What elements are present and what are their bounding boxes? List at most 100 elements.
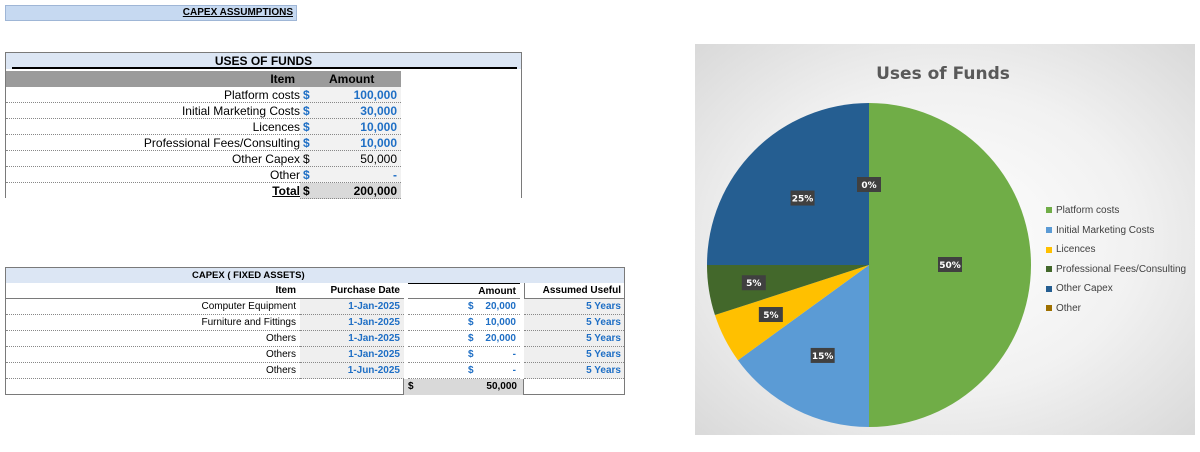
capex-fixed-assets-title-text: CAPEX ( FIXED ASSETS) bbox=[192, 270, 305, 281]
uof-amount-cell: $50,000 bbox=[300, 151, 401, 167]
pie-data-label: 5% bbox=[758, 307, 783, 323]
pie-data-label: 0% bbox=[857, 177, 881, 192]
uses-of-funds-header-row: Item Amount bbox=[6, 71, 401, 87]
capex-life: 5 Years bbox=[524, 315, 624, 331]
header-amount: Amount bbox=[329, 72, 375, 86]
capex-fixed-assets-title: CAPEX ( FIXED ASSETS) bbox=[6, 267, 624, 283]
uof-row: Initial Marketing Costs $30,000 bbox=[6, 103, 401, 119]
capex-amount: 20,000 bbox=[485, 301, 516, 312]
capex-amount-cell: $20,000 bbox=[408, 299, 520, 315]
pie-slice-initial-marketing-costs bbox=[737, 265, 869, 427]
uof-currency: $ bbox=[303, 136, 310, 150]
legend-label: Other Capex bbox=[1056, 283, 1113, 295]
legend-label: Licences bbox=[1056, 244, 1096, 256]
uof-row: Licences $10,000 bbox=[6, 119, 401, 135]
capex-header-date: Purchase Date bbox=[300, 283, 404, 299]
capex-date: 1-Jan-2025 bbox=[300, 331, 404, 347]
uof-amount-cell: $30,000 bbox=[300, 103, 401, 119]
capex-amount: - bbox=[512, 365, 516, 376]
capex-life: 5 Years bbox=[524, 299, 624, 315]
uof-amount: - bbox=[393, 168, 397, 182]
uof-amount: 30,000 bbox=[360, 104, 397, 118]
uof-row: Other Capex $50,000 bbox=[6, 151, 401, 167]
uses-of-funds-chart: Uses of Funds 50% 15% 5% 5% 25% 0% Platform c… bbox=[695, 44, 1195, 435]
pie-data-label-box bbox=[938, 257, 962, 272]
uof-total-currency: $ bbox=[303, 184, 310, 198]
row-divider bbox=[6, 166, 300, 167]
capex-header-row: Item Purchase Date Amount Assumed Useful… bbox=[6, 283, 624, 312]
pie-data-label-text: 5% bbox=[746, 279, 761, 289]
legend-item: Licences bbox=[1046, 244, 1095, 256]
capex-header-item: Item bbox=[6, 283, 300, 299]
uof-amount: 10,000 bbox=[360, 120, 397, 134]
capex-fixed-assets-table: CAPEX ( FIXED ASSETS) Item Purchase Date… bbox=[5, 267, 625, 395]
legend-label: Platform costs bbox=[1056, 205, 1120, 216]
legend-item: Other Capex bbox=[1046, 283, 1113, 295]
uof-amount: 10,000 bbox=[360, 136, 397, 150]
pie-chart: 50% 15% 5% 5% 25% 0% bbox=[707, 103, 1031, 427]
capex-amount: 20,000 bbox=[485, 333, 516, 344]
uof-currency: $ bbox=[303, 104, 310, 118]
uof-row: Other $ - bbox=[6, 167, 401, 183]
uof-amount: 100,000 bbox=[353, 88, 397, 102]
capex-item: Others bbox=[6, 347, 300, 363]
uof-total-cell: $200,000 bbox=[300, 183, 401, 199]
capex-header-life: Assumed Useful Life bbox=[524, 283, 624, 312]
capex-amount-cell: $20,000 bbox=[408, 331, 520, 347]
row-divider bbox=[6, 182, 300, 183]
uof-item-label: Professional Fees/Consulting bbox=[143, 136, 300, 150]
uof-currency: $ bbox=[303, 152, 310, 166]
legend-item: Professional Fees/Consulting bbox=[1046, 264, 1186, 276]
pie-data-label: 25% bbox=[790, 190, 815, 206]
legend-item: Other bbox=[1046, 303, 1081, 315]
uof-currency: $ bbox=[303, 168, 310, 182]
uof-total-label: Total bbox=[272, 184, 300, 198]
capex-life: 5 Years bbox=[524, 347, 624, 363]
uof-item-label: Initial Marketing Costs bbox=[181, 104, 300, 118]
capex-amount-cell: $ - bbox=[408, 347, 520, 363]
legend-swatch bbox=[1046, 305, 1052, 312]
pie-data-label: 15% bbox=[810, 347, 835, 363]
uof-item-label: Platform costs bbox=[223, 88, 300, 102]
capex-currency: $ bbox=[468, 349, 474, 360]
capex-life: 5 Years bbox=[524, 363, 624, 379]
capex-amount: - bbox=[512, 349, 516, 360]
header-item: Item bbox=[270, 72, 295, 86]
uof-currency: $ bbox=[303, 88, 310, 102]
pie-data-label-box bbox=[790, 190, 815, 206]
capex-amount-cell: $10,000 bbox=[408, 315, 520, 331]
row-divider bbox=[6, 134, 300, 135]
capex-item: Furniture and Fittings bbox=[6, 315, 300, 331]
capex-row: Furniture and Fittings 1-Jan-2025 $10,000 5… bbox=[6, 315, 624, 331]
legend-label: Initial Marketing Costs bbox=[1056, 224, 1155, 236]
pie-slice-other-capex bbox=[707, 103, 869, 265]
uof-row: Platform costs $100,000 bbox=[6, 87, 401, 103]
capex-item: Computer Equipment bbox=[6, 299, 300, 315]
legend-item: Platform costs bbox=[1046, 205, 1119, 217]
uof-item-label: Other Capex bbox=[231, 152, 300, 166]
capex-assumptions-title: CAPEX ASSUMPTIONS bbox=[5, 5, 297, 21]
pie-slice-licences bbox=[714, 265, 869, 361]
capex-row: Computer Equipment 1-Jan-2025 $20,000 5 Yea… bbox=[6, 299, 624, 315]
uses-of-funds-table: USES OF FUNDS Item Amount Platform costs… bbox=[5, 52, 522, 199]
capex-item: Others bbox=[6, 331, 300, 347]
pie-data-label-text: 15% bbox=[812, 352, 834, 362]
capex-date: 1-Jan-2025 bbox=[300, 299, 404, 315]
pie-data-label: 50% bbox=[938, 257, 962, 272]
chart-title: Uses of Funds bbox=[876, 64, 1010, 84]
legend-item: Initial Marketing Costs bbox=[1046, 225, 1154, 237]
uof-total-amount: 200,000 bbox=[353, 184, 397, 198]
legend-swatch bbox=[1046, 226, 1052, 233]
capex-date: 1-Jun-2025 bbox=[300, 363, 404, 379]
uof-amount-cell: $100,000 bbox=[300, 87, 401, 103]
uof-total-row: Total $200,000 bbox=[6, 183, 401, 199]
uof-amount-cell: $ - bbox=[300, 167, 401, 183]
uof-amount: 50,000 bbox=[360, 152, 397, 166]
capex-life: 5 Years bbox=[524, 331, 624, 347]
uof-row: Professional Fees/Consulting $10,000 bbox=[6, 135, 401, 151]
legend-label: Professional Fees/Consulting bbox=[1056, 263, 1187, 275]
row-divider bbox=[6, 118, 300, 119]
pie-data-label-text: 50% bbox=[939, 261, 961, 271]
legend-swatch bbox=[1046, 207, 1052, 214]
capex-amount: 10,000 bbox=[485, 317, 516, 328]
